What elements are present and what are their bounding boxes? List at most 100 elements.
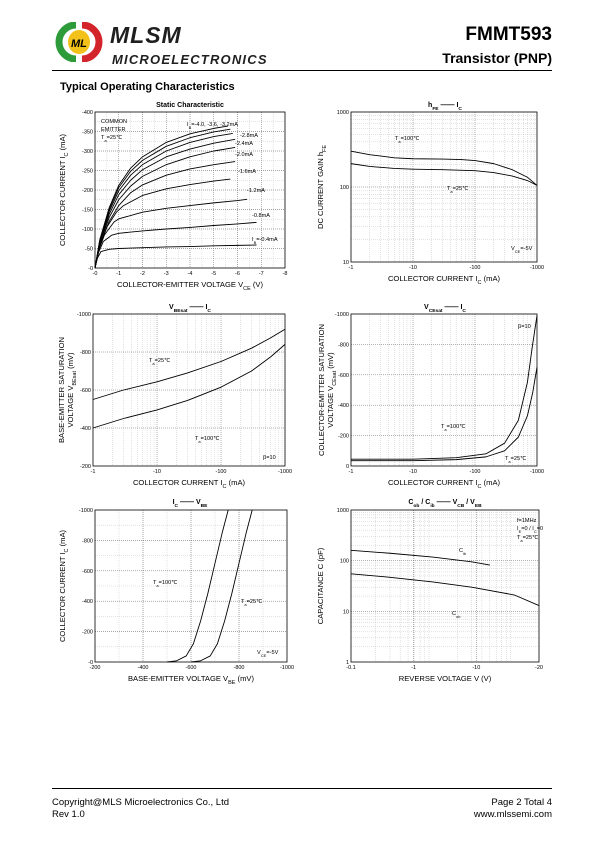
y-axis-label: VOLTAGE VBEsat (mV) [66,352,78,428]
annotation-vce-part: CE [261,653,267,658]
annotation-ib-24-part: -2.4mA [235,141,253,147]
annotation-vce-part: V [511,246,515,252]
svg-text:ML: ML [71,38,87,50]
y-tick-label: -400 [338,403,349,409]
x-tick-label: -10 [409,469,417,475]
annotation-ib-28: -2.8mA [240,133,258,139]
annotation-temp-25-part: =25℃ [511,456,527,462]
annotation-beta-part: β=10 [263,455,276,461]
y-tick-label: -200 [82,188,93,194]
annotation-temp-100-part: a [156,583,159,588]
y-tick-label: -200 [338,434,349,440]
title-separator: —— [439,102,457,109]
annotation-temp-25-part: a [450,189,453,194]
y-tick-label: -50 [85,247,93,253]
x-axis-label-part: BE [228,680,236,686]
y-axis-label-part: (mA) [58,133,67,152]
annotation-beta-part: β=10 [518,324,531,330]
x-tick-label: -10 [409,265,417,271]
y-tick-label: -0 [88,660,93,666]
annotation-bias-part: I [517,526,519,532]
series-line-7 [94,138,236,269]
title-part: C [425,499,430,506]
y-axis-label: DC CURRENT GAIN hFE [316,145,328,229]
y-tick-label: -600 [82,569,93,575]
chart-title: Cob / Cib —— VCB / VEB [408,499,482,509]
annotation-temp-part: =25℃ [107,135,123,141]
y-tick-label: -800 [82,538,93,544]
chart-title: hFE —— IC [428,102,462,112]
annotation-vce: VCE=-5V [257,650,279,658]
y-tick-label: 100 [340,185,349,191]
annotation-temp: Ta=25℃ [517,535,539,543]
annotation-ib-04: IB=-0.4mA [252,237,278,245]
annotation-temp-25-part: =25℃ [247,599,263,605]
series-line-6 [94,147,236,269]
annotation-bias-part: =0 [537,526,543,532]
x-tick-label: -10 [153,469,161,475]
y-tick-label: -1000 [335,312,349,318]
page-number: Page 2 Total 4 [491,797,552,808]
x-axis-label-part: (V) [251,280,264,289]
annotation-temp-25: Ta=25℃ [505,456,527,464]
x-axis-label-part: C [223,484,227,490]
title-part: V [169,304,174,311]
y-axis-label-part: (mA) [58,529,67,548]
series-line-1 [166,509,229,663]
series-line-1 [92,328,286,400]
x-axis-label-part: (mA) [226,478,245,487]
annotation-emitter-part: EMITTER [101,127,126,133]
x-tick-label: -8 [283,271,288,277]
brand-name: MLSM [110,22,182,48]
x-tick-label: -100 [469,265,480,271]
annotation-vce-part: =-5V [266,650,278,656]
series-line-5 [94,161,236,269]
title-part: I [173,499,175,506]
annotation-ib-top-part: I [187,122,189,128]
annotation-freq: f=1MHz [517,518,537,524]
y-tick-label: -0 [88,266,93,272]
y-tick-label: -1000 [77,312,91,318]
annotation-cob: Cob [452,611,461,619]
x-tick-label: -1 [91,469,96,475]
title-separator: / [464,499,470,506]
y-axis-label: VOLTAGE VCEsat (mV) [326,352,338,428]
annotation-ib-04-part: I [252,237,254,243]
annotation-ib-top-part: B [189,125,192,130]
annotation-cib: Cib [459,548,467,556]
plot-frame [350,313,538,467]
y-axis-label: COLLECTOR CURRENT IC (mA) [58,529,70,642]
title-part: C [175,503,179,509]
annotation-cib-part: ib [463,551,467,556]
title-part: EB [475,503,482,509]
series-line-2 [190,509,253,663]
title-part: I [460,304,462,311]
x-tick-label: -20 [535,665,543,671]
annotation-bias-part: C [534,529,537,534]
x-tick-label: -400 [137,665,148,671]
y-axis-label-part: COLLECTOR CURRENT I [58,552,67,642]
title-part: I [456,102,458,109]
annotation-bias-part: =0 / I [521,526,534,532]
y-axis-label-line1: BASE-EMITTER SATURATION [57,337,66,443]
title-part: BE [201,503,209,509]
vcesat-vs-ic-chart: -1 -10 -100 -1000 0 -200 -400 -600 -800 -1000 COLL… [317,304,544,490]
annotation-ib-20-part: -2.0mA [235,152,253,158]
x-tick-label: -600 [185,665,196,671]
x-axis-label-part: COLLECTOR CURRENT I [388,478,478,487]
x-axis-label-part: COLLECTOR CURRENT I [133,478,223,487]
x-axis-label-part: REVERSE VOLTAGE V (V) [399,674,492,683]
y-tick-label: 10 [343,260,349,266]
series-line-10 [94,125,229,269]
y-tick-label: 10 [343,609,349,615]
series-line-2 [351,367,538,462]
annotation-temp-25: Ta=25℃ [447,186,469,194]
title-part: FE [432,106,439,112]
y-tick-label: -350 [82,130,93,136]
series-line-2 [350,573,540,606]
annotation-temp-25-part: T [447,186,451,192]
title-part: V [424,304,429,311]
y-axis-label-part: VOLTAGE V [66,385,75,428]
annotation-bias-part: E [519,529,522,534]
annotation-temp-100-part: a [198,439,201,444]
